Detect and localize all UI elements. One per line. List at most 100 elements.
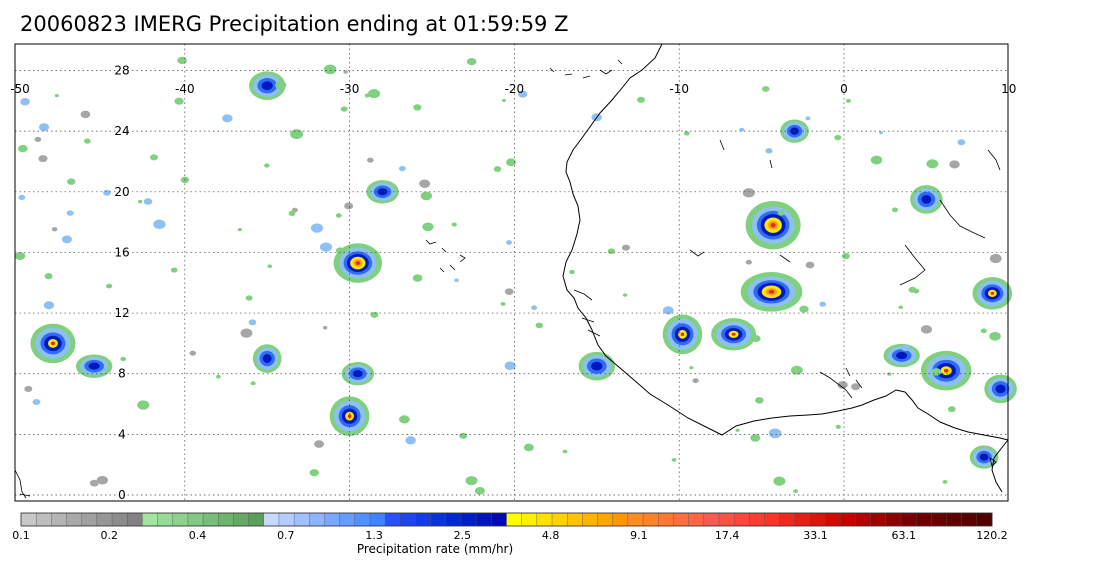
precip-speckle [96, 475, 108, 485]
precip-speckle [364, 93, 370, 98]
precip-speckle [419, 179, 431, 188]
colorbar-frame [20, 512, 993, 527]
precip-speckle [368, 88, 380, 99]
precip-speckle [841, 253, 850, 260]
precip-contour-dkblue [979, 453, 989, 461]
colorbar-tick-label: 1.3 [365, 529, 383, 542]
precip-speckle [290, 129, 304, 140]
lon-tick-label: -50 [10, 82, 30, 96]
colorbar-swatch [703, 512, 720, 527]
colorbar-swatch [142, 512, 159, 527]
colorbar-swatch [976, 512, 993, 527]
senegal-rivers [573, 289, 601, 337]
lat-tick-label: 0 [118, 488, 126, 502]
colorbar-swatch [764, 512, 781, 527]
precip-speckle [413, 104, 422, 111]
colorbar-swatch [491, 512, 508, 527]
lat-tick-label: 24 [114, 124, 129, 138]
precip-cell [745, 200, 801, 250]
colorbar-swatch [187, 512, 204, 527]
precip-speckle [38, 123, 50, 132]
colorbar-swatch [384, 512, 401, 527]
precip-contour-dkblue [262, 354, 272, 363]
colorbar-swatch [961, 512, 978, 527]
precip-speckle [343, 70, 348, 74]
precip-speckle [80, 110, 91, 119]
precip-speckle [38, 155, 48, 163]
precip-speckle [412, 274, 423, 282]
precip-contour-red [347, 414, 352, 418]
axis-tick-labels: -50 -40 -30 -20 -10 0 10 0 4 8 12 16 20 24 28 [10, 64, 1016, 502]
precip-speckle [137, 400, 150, 410]
precip-speckle [765, 148, 773, 154]
precip-contour-dkblue [896, 351, 908, 360]
precip-speckle [138, 199, 143, 204]
precip-contour-red [355, 261, 361, 265]
precip-speckle [835, 424, 841, 429]
precip-speckle [103, 189, 111, 196]
precip-cell [920, 350, 972, 391]
precip-speckle [980, 328, 987, 334]
precip-speckle [170, 267, 178, 273]
colorbar-swatch [293, 512, 310, 527]
precip-contour-red [680, 332, 685, 337]
colorbar-swatch [233, 512, 250, 527]
precip-speckle [531, 305, 538, 310]
precip-contour-dkblue [591, 361, 603, 371]
precip-speckle [264, 163, 270, 168]
colorbar-swatch [885, 512, 902, 527]
precip-cell [366, 180, 399, 204]
precip-speckle [143, 198, 153, 205]
colorbar-tick-label: 63.1 [891, 529, 916, 542]
precip-speckle [250, 381, 256, 386]
precip-contour-red [990, 291, 995, 295]
precip-speckle [420, 191, 433, 201]
precip-speckle [405, 436, 416, 445]
precip-speckle [834, 134, 842, 141]
colorbar-swatch [475, 512, 492, 527]
precip-speckle [493, 166, 502, 172]
colorbar-swatch [779, 512, 796, 527]
colorbar-swatch [430, 512, 447, 527]
colorbar: 0.1 0.2 0.4 0.7 1.3 2.5 4.8 9.1 17.4 33.1 63.1 120.… [12, 512, 1008, 556]
precip-speckle [322, 326, 328, 330]
precip-speckle [957, 139, 966, 146]
precip-speckle [335, 247, 345, 254]
colorbar-swatch [324, 512, 341, 527]
colorbar-swatch [658, 512, 674, 527]
precip-speckle [18, 194, 26, 200]
precip-cell [910, 185, 943, 214]
precip-speckle [755, 397, 764, 404]
precip-speckle [474, 487, 485, 495]
precip-speckle [901, 344, 910, 352]
colorbar-swatch [339, 512, 356, 527]
precip-speckle [61, 235, 72, 244]
colorbar-swatch [354, 512, 371, 527]
colorbar-swatch [749, 512, 765, 527]
precip-speckle [454, 278, 459, 283]
precip-speckle [898, 305, 904, 310]
precipitation-layer [14, 56, 1017, 495]
lat-tick-label: 20 [114, 185, 129, 199]
lat-tick-label: 4 [118, 427, 126, 441]
precip-speckle [637, 96, 645, 103]
colorbar-swatch [415, 512, 432, 527]
precip-speckle [398, 166, 406, 172]
precip-speckle [768, 428, 782, 439]
precip-speckle [309, 469, 319, 477]
inland-water-mali [689, 139, 1001, 286]
map-title: 20060823 IMERG Precipitation ending at 0… [20, 12, 569, 36]
precip-speckle [777, 210, 785, 216]
precip-speckle [399, 415, 410, 424]
colorbar-swatch [218, 512, 234, 527]
precip-speckle [535, 322, 543, 329]
niger-river [819, 367, 863, 399]
colorbar-swatch [931, 512, 947, 527]
precip-contour-dkblue [995, 384, 1006, 394]
colorbar-swatch [718, 512, 735, 527]
precip-speckle [989, 331, 1001, 341]
precip-speckle [504, 288, 514, 296]
lat-tick-label: 28 [114, 64, 129, 78]
precip-contour-red [768, 290, 775, 294]
precip-speckle [215, 374, 221, 379]
